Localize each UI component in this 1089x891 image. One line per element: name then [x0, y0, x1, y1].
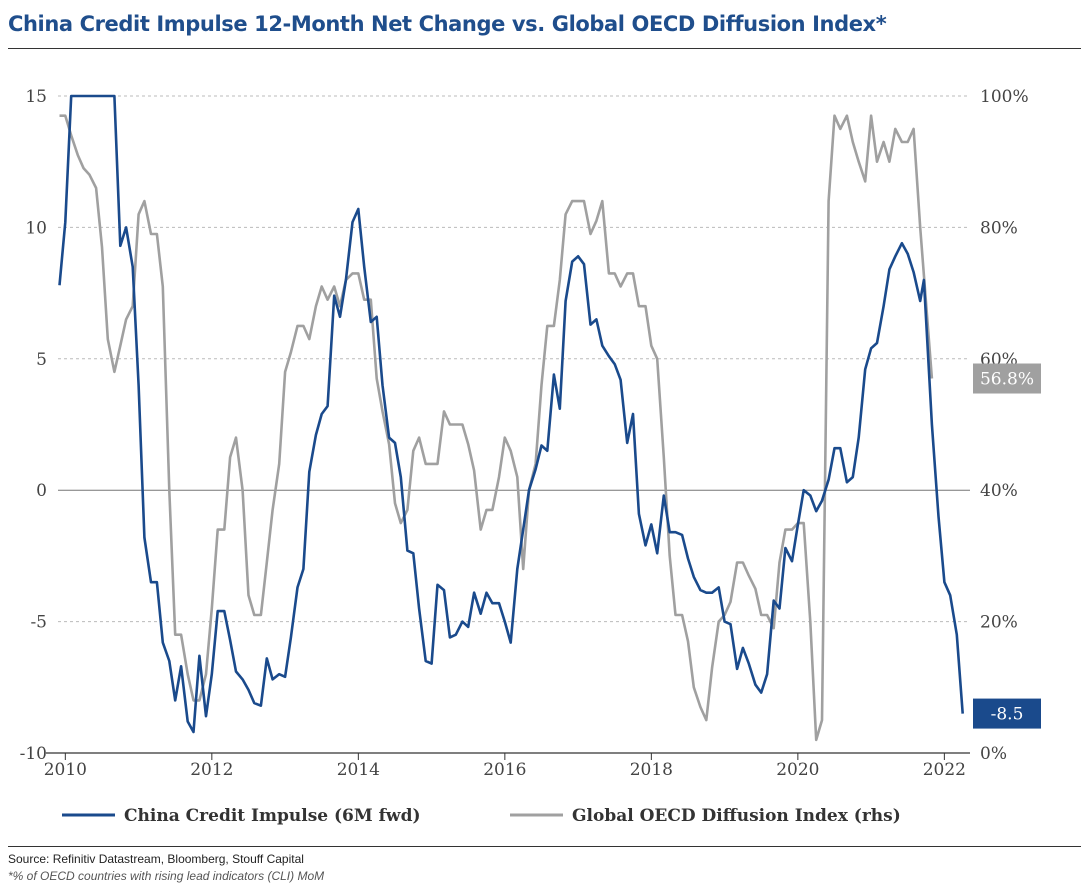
end-labels: 56.8% -8.5: [973, 363, 1041, 729]
y-right-tick-label: 100%: [980, 87, 1029, 107]
footer-divider: [8, 846, 1081, 847]
x-tick-label: 2016: [483, 760, 526, 780]
oecd-diffusion-line: [59, 114, 934, 742]
credit-impulse-line: [58, 94, 964, 734]
y-left-tick-label: 10: [25, 218, 47, 238]
credit-end-label-text: -8.5: [991, 705, 1024, 725]
y-right-tick-label: 20%: [980, 613, 1018, 633]
legend-label-credit: China Credit Impulse (6M fwd): [124, 806, 421, 826]
y-left-tick-label: 0: [36, 481, 47, 501]
y-left-tick-label: -5: [30, 613, 47, 633]
footnote: *% of OECD countries with rising lead in…: [8, 869, 325, 883]
x-tick-label: 2018: [630, 760, 673, 780]
oecd-end-label-text: 56.8%: [980, 370, 1034, 390]
credit-end-label: [973, 698, 1041, 729]
x-tick-label: 2010: [44, 760, 87, 780]
title-divider: [8, 48, 1081, 49]
x-tick-label: 2014: [337, 760, 380, 780]
y-right-tick-label: 80%: [980, 218, 1018, 238]
x-tick-label: 2022: [923, 760, 966, 780]
legend: China Credit Impulse (6M fwd) Global OEC…: [0, 800, 1089, 830]
grid-lines: [58, 95, 970, 623]
oecd-end-label: [973, 363, 1041, 394]
x-tick-label: 2012: [190, 760, 233, 780]
y-left-tick-label: 15: [25, 87, 47, 107]
y-right-tick-label: 40%: [980, 481, 1018, 501]
series-lines: [58, 94, 964, 742]
chart-title: China Credit Impulse 12-Month Net Change…: [8, 12, 887, 36]
y-left-tick-label: 5: [36, 350, 47, 370]
y-left-tick-label: -10: [20, 744, 47, 764]
axes: [46, 752, 970, 760]
x-tick-label: 2020: [776, 760, 819, 780]
y-right-tick-label: 0%: [980, 744, 1007, 764]
source-note: Source: Refinitiv Datastream, Bloomberg,…: [8, 852, 304, 866]
legend-label-oecd: Global OECD Diffusion Index (rhs): [572, 806, 901, 826]
